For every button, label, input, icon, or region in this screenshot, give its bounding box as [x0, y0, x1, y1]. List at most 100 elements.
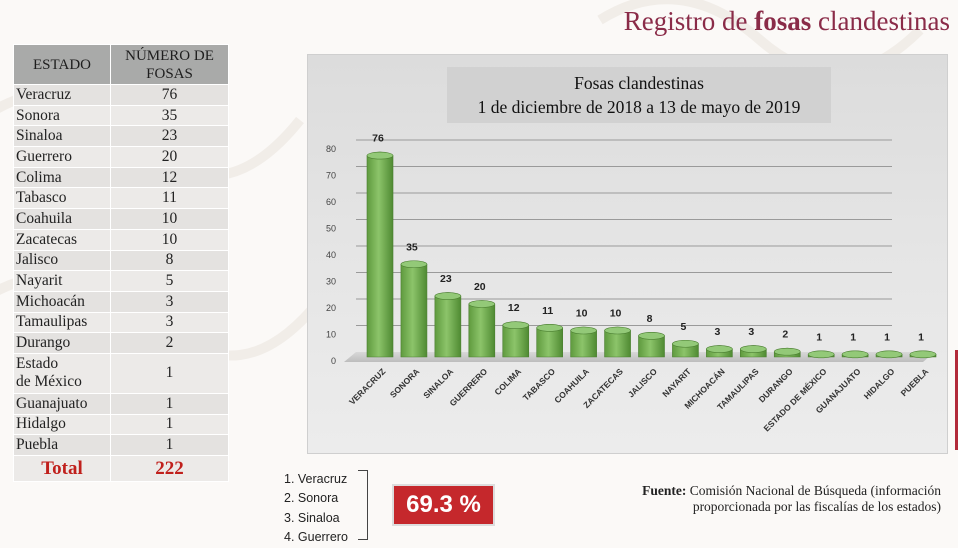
data-label: 11 — [542, 305, 553, 317]
table-row: Puebla 1 — [13, 434, 229, 456]
total-label: Total — [13, 455, 111, 482]
list-item: 3. Sinaloa — [284, 510, 340, 525]
category-label: PUEBLA — [899, 366, 931, 398]
state-cell: Zacatecas — [13, 228, 111, 251]
data-label: 3 — [748, 326, 754, 338]
bar — [841, 350, 869, 359]
state-cell: Sinaloa — [13, 125, 111, 148]
y-tick-label: 60 — [326, 197, 336, 207]
state-cell: Colima — [13, 166, 111, 189]
table-row: Sinaloa 23 — [13, 125, 229, 148]
count-cell: 35 — [110, 104, 229, 127]
data-label: 12 — [508, 302, 520, 314]
table-row: Guerrero 20 — [13, 146, 229, 168]
count-cell: 10 — [110, 208, 229, 230]
y-tick-label: 10 — [326, 330, 336, 340]
table-total-row: Total 222 — [13, 455, 229, 482]
category-label: VERACRUZ — [347, 366, 387, 406]
state-cell: Estado de México — [13, 352, 111, 394]
y-tick-label: 80 — [326, 144, 336, 154]
accent-bar — [955, 350, 958, 450]
data-label: 1 — [918, 331, 924, 343]
bar — [400, 260, 428, 358]
total-value: 222 — [110, 455, 229, 482]
header-state: ESTADO — [13, 44, 111, 85]
table-row: Estado de México 1 — [13, 352, 229, 394]
bar — [366, 151, 394, 358]
bar — [909, 350, 937, 359]
y-axis: 0 10 20 30 40 50 60 70 80 — [326, 144, 336, 366]
state-cell: Coahuila — [13, 208, 111, 230]
y-tick-label: 70 — [326, 171, 336, 181]
count-cell: 1 — [110, 434, 229, 456]
category-label: JALISCO — [626, 366, 659, 399]
chart-title-line1: Fosas clandestinas — [574, 73, 704, 93]
state-cell: Nayarit — [13, 270, 111, 292]
data-label: 76 — [372, 133, 384, 145]
state-cell: Durango — [13, 332, 111, 354]
page-title: Registro de fosas clandestinas — [623, 6, 950, 36]
table-row: Veracruz 76 — [13, 84, 229, 106]
state-cell: Hidalgo — [13, 413, 111, 436]
bar — [807, 350, 835, 359]
count-cell: 3 — [110, 311, 229, 334]
list-item: 1. Veracruz — [284, 472, 348, 486]
state-cell: Tamaulipas — [13, 311, 111, 334]
percentage-badge: 69.3 % — [392, 484, 495, 526]
source-note: Fuente: Comisión Nacional de Búsqueda (i… — [642, 483, 941, 514]
bar — [773, 347, 801, 358]
data-label: 23 — [440, 273, 452, 285]
data-label: 10 — [576, 308, 588, 320]
list-item: 2. Sonora — [284, 491, 339, 506]
bar — [502, 321, 530, 358]
bars — [366, 151, 937, 359]
bar — [672, 339, 699, 358]
bracket — [358, 470, 368, 540]
bar — [740, 345, 767, 358]
count-cell: 12 — [110, 166, 229, 189]
count-cell: 23 — [110, 125, 229, 148]
table-row: Tamaulipas 3 — [13, 311, 229, 334]
table-row: Coahuila 10 — [13, 208, 229, 230]
table-row: Jalisco 8 — [13, 249, 229, 272]
list-item: 4. Guerrero — [284, 529, 348, 544]
count-cell: 2 — [110, 332, 229, 354]
bar — [570, 326, 597, 358]
category-label: NAYARIT — [660, 366, 693, 399]
count-cell: 11 — [110, 187, 229, 210]
chart-title-line2: 1 de diciembre de 2018 a 13 de mayo de 2… — [477, 97, 801, 117]
data-label: 10 — [610, 308, 622, 320]
table-row: Colima 12 — [13, 166, 229, 189]
data-label: 3 — [714, 326, 720, 338]
data-label: 5 — [681, 321, 687, 333]
data-label: 1 — [850, 331, 856, 343]
state-cell: Tabasco — [13, 187, 111, 210]
top-states-list: 1. Veracruz 2. Sonora 3. Sinaloa 4. Guer… — [284, 470, 348, 547]
category-label: COLIMA — [492, 366, 523, 397]
data-label: 1 — [884, 331, 890, 343]
bar — [706, 345, 733, 358]
category-label: SINALOA — [421, 366, 455, 400]
bar — [434, 292, 462, 358]
table-row: Hidalgo 1 — [13, 413, 229, 436]
chart-title: Fosas clandestinas 1 de diciembre de 201… — [447, 67, 831, 123]
data-label: 35 — [406, 241, 418, 253]
bar — [875, 350, 903, 359]
bar — [536, 324, 563, 358]
y-tick-label: 0 — [331, 356, 336, 366]
state-cell: Veracruz — [13, 84, 111, 106]
state-cell: Michoacán — [13, 290, 111, 313]
category-label: HIDALGO — [862, 366, 897, 401]
count-cell: 20 — [110, 146, 229, 168]
bar — [468, 300, 496, 358]
y-tick-label: 50 — [326, 224, 336, 234]
table-row: Tabasco 11 — [13, 187, 229, 210]
count-cell: 1 — [110, 352, 229, 394]
data-label: 1 — [816, 331, 822, 343]
state-cell: Guanajuato — [13, 392, 111, 415]
category-label: SONORA — [388, 366, 421, 399]
y-tick-label: 20 — [326, 303, 336, 313]
table-row: Michoacán 3 — [13, 290, 229, 313]
